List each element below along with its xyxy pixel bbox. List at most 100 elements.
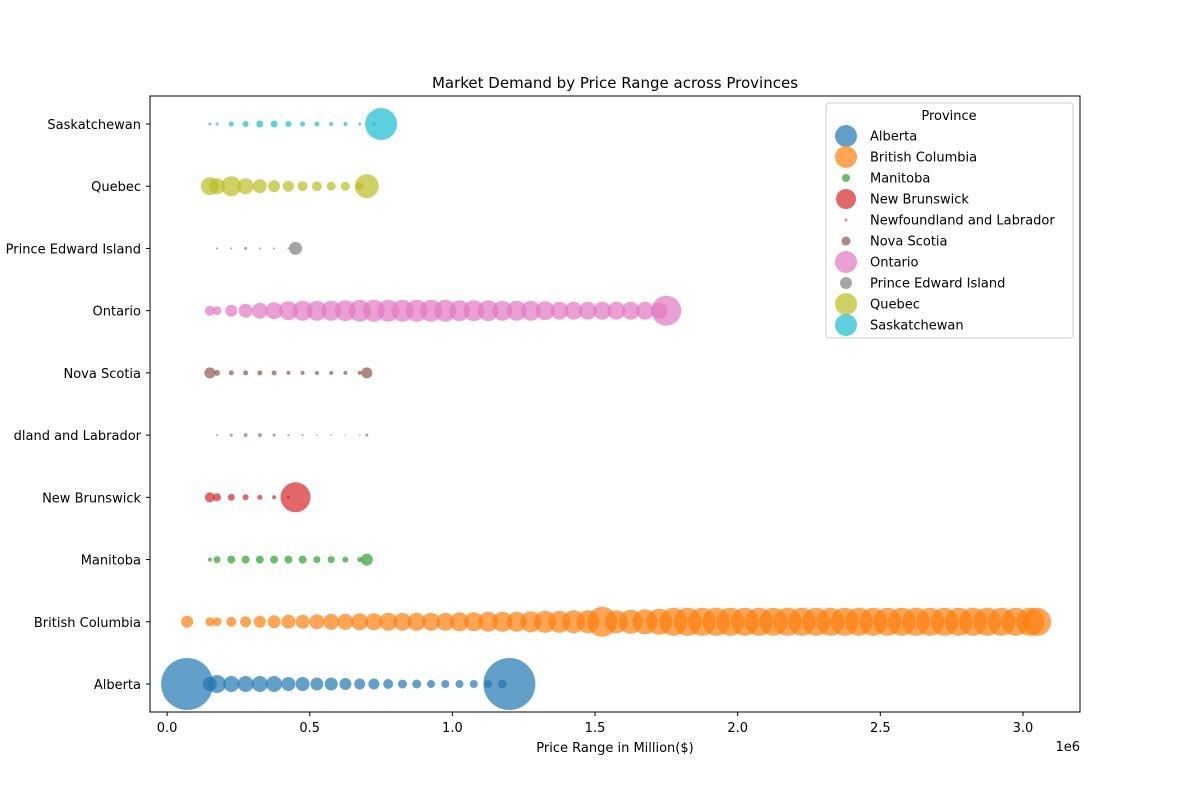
data-point: [300, 370, 305, 375]
data-point: [340, 181, 350, 191]
data-point: [607, 301, 626, 320]
data-point: [209, 178, 225, 195]
data-point: [258, 247, 261, 250]
x-axis-offset-label: 1e6: [1055, 740, 1080, 755]
data-point: [281, 614, 296, 629]
data-point: [422, 612, 440, 631]
data-point: [311, 181, 322, 192]
data-point: [257, 370, 263, 376]
y-tick-label: Quebec: [91, 180, 141, 195]
data-point: [295, 677, 310, 691]
data-point: [181, 615, 194, 628]
data-point: [520, 300, 541, 321]
legend-label: British Columbia: [870, 151, 977, 166]
data-point: [270, 555, 279, 564]
data-point: [636, 301, 654, 320]
data-point: [257, 433, 262, 438]
data-point: [216, 247, 218, 250]
legend-label: Newfoundland and Labrador: [870, 214, 1055, 229]
data-point: [286, 370, 291, 375]
data-point: [365, 108, 398, 140]
data-point: [205, 617, 215, 627]
data-point: [252, 179, 267, 194]
data-point: [228, 370, 234, 376]
data-point: [578, 301, 597, 320]
data-point: [469, 680, 478, 688]
data-point: [228, 121, 234, 127]
legend: Province Alberta British Columbia Manitoba…: [825, 102, 1074, 339]
data-point: [357, 370, 362, 375]
data-point: [351, 613, 369, 631]
data-point: [161, 658, 214, 710]
y-axis: Alberta British Columbia Manitoba New Bruns…: [6, 118, 150, 693]
series-ontario: [204, 295, 682, 326]
data-point: [436, 612, 455, 631]
data-point: [212, 617, 222, 627]
data-point: [306, 300, 327, 321]
data-point: [483, 658, 536, 710]
data-point: [281, 677, 296, 691]
x-tick-label: 0.5: [299, 721, 320, 736]
x-tick-label: 2.0: [727, 721, 748, 736]
data-point: [251, 676, 268, 692]
data-point: [215, 122, 219, 126]
data-point: [550, 301, 569, 320]
data-point: [225, 304, 238, 317]
data-point: [359, 434, 361, 436]
data-point: [242, 121, 249, 127]
data-point: [323, 613, 340, 630]
legend-marker: [844, 218, 848, 222]
data-point: [330, 434, 333, 436]
legend-label: Quebec: [870, 298, 920, 313]
y-tick-label: Prince Edward Island: [6, 242, 141, 257]
data-point: [257, 494, 263, 500]
legend-frame: [825, 102, 1074, 339]
data-point: [1023, 607, 1052, 636]
data-point: [337, 613, 354, 630]
data-point: [256, 120, 264, 128]
data-point: [295, 614, 310, 629]
data-point: [343, 122, 348, 126]
x-tick-label: 3.0: [1013, 721, 1034, 736]
series-manitoba: [207, 553, 373, 566]
legend-label: Prince Edward Island: [870, 277, 1005, 292]
legend-label: Ontario: [870, 256, 918, 271]
series-newfoundland-and-labrador: [216, 433, 369, 438]
x-axis: 0.0 0.5 1.0 1.5 2.0 2.5 3.0: [157, 712, 1034, 736]
x-tick-label: 2.5: [870, 721, 891, 736]
data-point: [301, 434, 304, 437]
data-point: [441, 680, 450, 688]
data-point: [213, 493, 221, 502]
x-tick-label: 1.5: [585, 721, 606, 736]
data-point: [238, 303, 253, 318]
series-new-brunswick: [204, 482, 311, 513]
legend-marker: [835, 146, 857, 168]
data-point: [326, 181, 336, 191]
y-tick-label: Nova Scotia: [64, 367, 142, 382]
series-alberta: [161, 658, 536, 710]
data-point: [492, 611, 513, 632]
data-point: [226, 616, 237, 627]
data-point: [268, 180, 281, 193]
data-point: [329, 122, 334, 126]
x-tick-label: 1.0: [442, 721, 463, 736]
data-point: [227, 555, 236, 564]
data-point: [324, 677, 338, 691]
data-point: [621, 301, 640, 320]
data-point: [365, 613, 383, 631]
data-point: [310, 677, 324, 691]
y-tick-label: New Brunswick: [42, 491, 141, 506]
series-british-columbia: [181, 606, 1052, 637]
data-point: [358, 122, 362, 126]
data-point: [272, 433, 276, 437]
data-point: [204, 367, 216, 379]
data-point: [327, 556, 335, 564]
data-point: [204, 492, 215, 503]
data-point: [464, 612, 484, 632]
data-point: [651, 295, 682, 326]
data-point: [265, 302, 283, 320]
data-point: [204, 305, 215, 316]
legend-label: New Brunswick: [870, 193, 969, 208]
data-point: [208, 122, 212, 126]
